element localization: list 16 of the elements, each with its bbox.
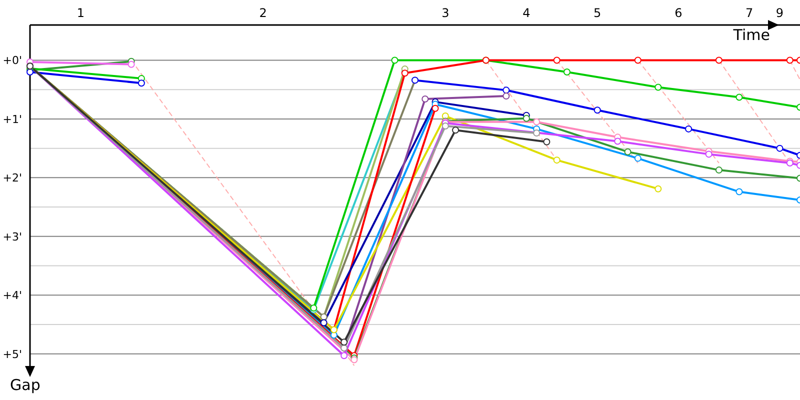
y-tick-label: +5' [2, 348, 22, 361]
y-tick-label: +1' [2, 112, 22, 126]
x-tick-label: 5 [594, 6, 602, 20]
y-tick-label: +2' [2, 172, 22, 185]
x-tick-label: 3 [442, 6, 450, 20]
y-tick-label: +0' [2, 54, 22, 68]
x-tick-label: 9 [776, 6, 784, 20]
y-axis-title: Gap [10, 376, 40, 394]
y-tick-label: +4' [2, 289, 22, 302]
x-tick-label: 1 [76, 6, 84, 20]
y-tick-label: +3' [2, 230, 22, 244]
x-tick-label: 6 [674, 6, 682, 20]
x-tick-label: 4 [522, 6, 530, 20]
x-axis-title: Time [733, 26, 770, 44]
x-tick-label: 7 [746, 6, 754, 20]
x-tick-label: 2 [259, 6, 267, 20]
